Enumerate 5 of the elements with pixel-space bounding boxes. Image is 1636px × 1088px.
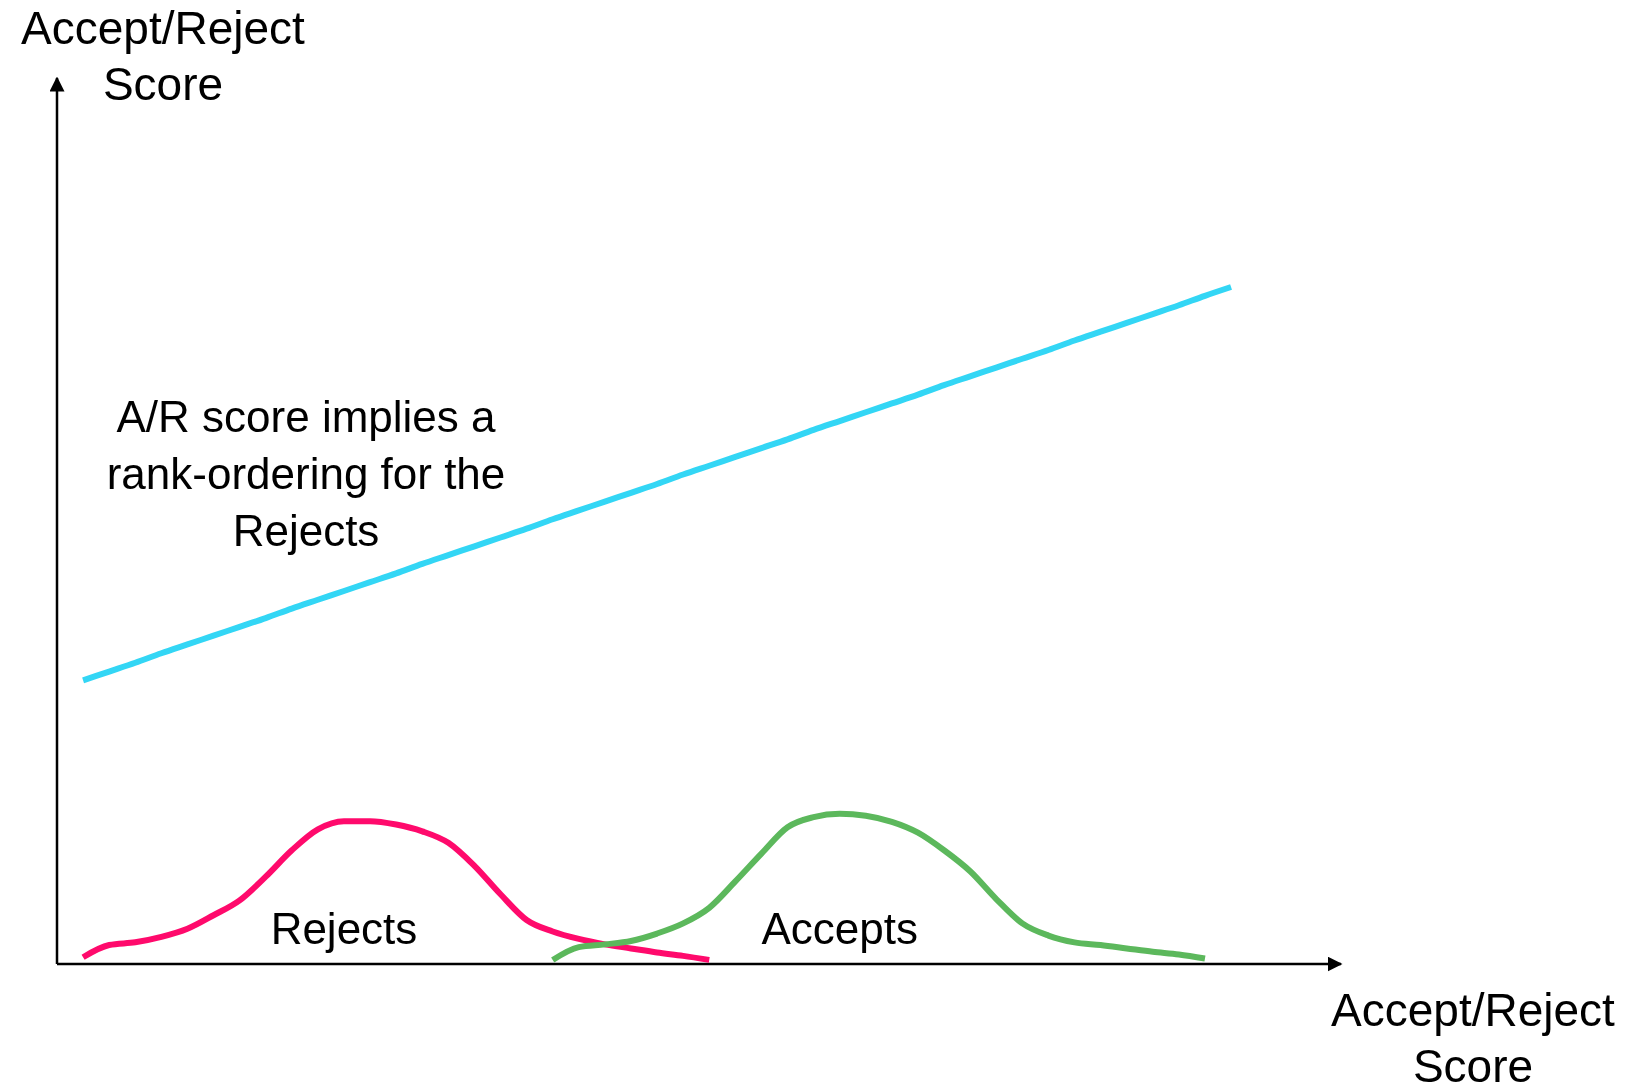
- y-axis-title: Accept/Reject Score: [21, 2, 306, 110]
- annotation: A/R score implies a rank-ordering for the Rejects: [106, 392, 506, 555]
- series-label: Accepts: [761, 904, 918, 953]
- x-axis-title: Accept/Reject Score: [1331, 984, 1616, 1088]
- series-label: Rejects: [270, 904, 418, 953]
